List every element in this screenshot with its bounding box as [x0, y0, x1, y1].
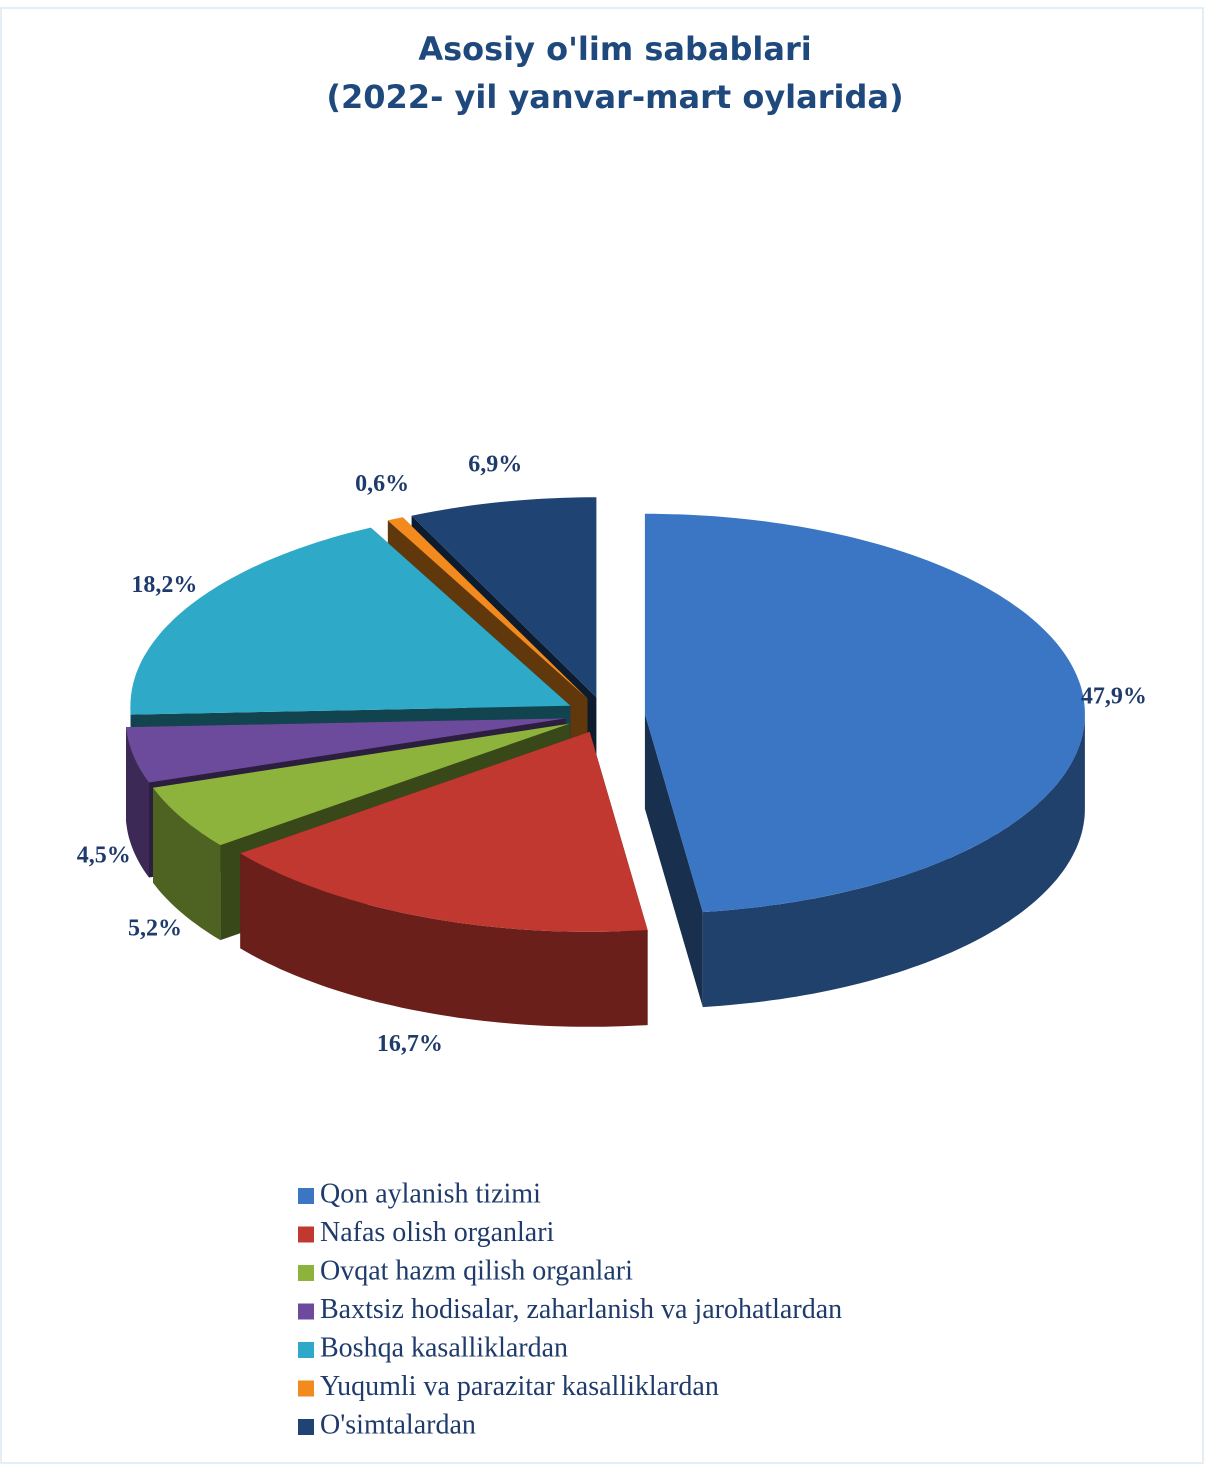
slice-side: [153, 787, 221, 941]
chart-title: Asosiy o'lim sabablari: [418, 30, 811, 68]
legend-label: Yuqumli va parazitar kasalliklardan: [320, 1371, 719, 1402]
legend-label: Qon aylanish tizimi: [320, 1178, 541, 1209]
pie-tops: [126, 497, 1085, 932]
legend-label: Baxtsiz hodisalar, zaharlanish va jaroha…: [320, 1294, 842, 1325]
legend-swatch: [298, 1303, 314, 1320]
legend-swatch: [298, 1188, 314, 1204]
slice-side: [702, 713, 1085, 1008]
legend-label: O'simtalardan: [320, 1409, 476, 1440]
value-label: 4,5%: [77, 842, 131, 868]
legend-label: Boshqa kasalliklardan: [320, 1332, 568, 1363]
chart-subtitle: (2022- yil yanvar-mart oylarida): [326, 78, 903, 116]
legend: Qon aylanish tizimi Nafas olish organlari…: [298, 1178, 842, 1440]
legend-swatch: [298, 1342, 314, 1358]
pie-slice: [387, 517, 588, 699]
pie-slice: [126, 718, 566, 783]
chart-border: [0, 7, 1204, 1464]
pie-slice: [240, 731, 648, 932]
slice-edge: [644, 713, 703, 1008]
value-label: 16,7%: [377, 1031, 443, 1057]
value-label: 47,9%: [1081, 684, 1147, 710]
value-labels: 47,9% 16,7% 5,2% 4,5% 18,2% 0,6% 6,9%: [77, 451, 1147, 1057]
value-label: 5,2%: [128, 916, 182, 942]
pie-slice: [411, 497, 597, 698]
pie-slice: [153, 723, 570, 846]
slice-side: [240, 853, 648, 1027]
pie-slice: [130, 527, 571, 715]
value-label: 18,2%: [131, 572, 197, 598]
legend-swatch: [298, 1226, 314, 1243]
legend-swatch: [298, 1380, 314, 1397]
legend-swatch: [298, 1419, 314, 1435]
value-label: 6,9%: [468, 451, 522, 477]
legend-label: Ovqat hazm qilish organlari: [320, 1255, 633, 1286]
slice-edge: [153, 723, 570, 883]
legend-label: Nafas olish organlari: [320, 1217, 555, 1248]
slice-side: [126, 727, 149, 878]
value-label: 0,6%: [355, 471, 409, 497]
legend-swatch: [298, 1265, 314, 1281]
pie-slice: [644, 513, 1085, 913]
